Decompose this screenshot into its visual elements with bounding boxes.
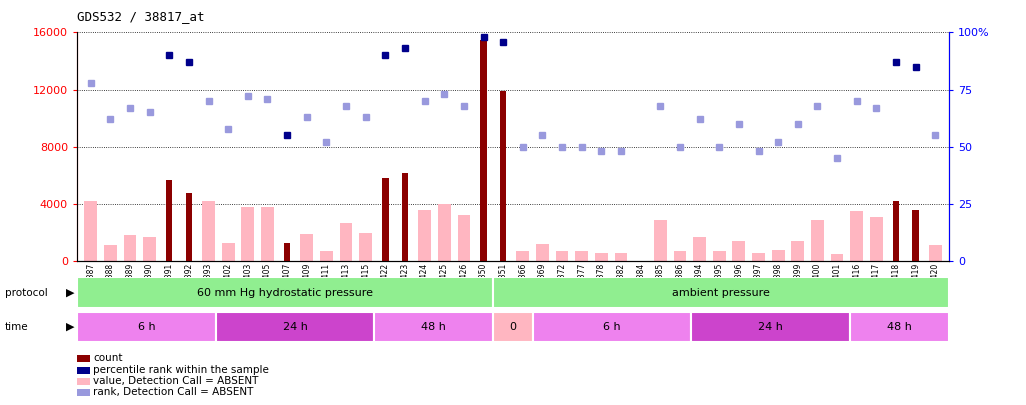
Bar: [374, 312, 494, 342]
Bar: [713, 251, 725, 261]
Bar: [654, 220, 667, 261]
Bar: [850, 312, 949, 342]
Bar: [241, 207, 254, 261]
Bar: [516, 251, 529, 261]
Bar: [419, 210, 431, 261]
Text: ambient pressure: ambient pressure: [672, 288, 771, 298]
Text: protocol: protocol: [5, 288, 48, 298]
Bar: [340, 223, 352, 261]
Text: 48 h: 48 h: [887, 322, 912, 332]
Bar: [692, 312, 850, 342]
Bar: [186, 193, 192, 261]
Text: 6 h: 6 h: [603, 322, 621, 332]
Text: count: count: [93, 354, 123, 363]
Bar: [359, 232, 372, 261]
Bar: [576, 251, 588, 261]
Bar: [532, 312, 692, 342]
Bar: [494, 277, 949, 308]
Bar: [402, 173, 408, 261]
Bar: [261, 207, 274, 261]
Text: rank, Detection Call = ABSENT: rank, Detection Call = ABSENT: [93, 388, 253, 397]
Bar: [851, 211, 863, 261]
Bar: [831, 254, 843, 261]
Bar: [494, 312, 532, 342]
Text: GDS532 / 38817_at: GDS532 / 38817_at: [77, 10, 204, 23]
Bar: [615, 253, 628, 261]
Text: 24 h: 24 h: [282, 322, 308, 332]
Text: percentile rank within the sample: percentile rank within the sample: [93, 365, 269, 375]
Bar: [77, 277, 494, 308]
Bar: [500, 91, 507, 261]
Bar: [438, 204, 450, 261]
Bar: [222, 243, 235, 261]
Bar: [752, 253, 765, 261]
Text: 60 mm Hg hydrostatic pressure: 60 mm Hg hydrostatic pressure: [197, 288, 373, 298]
Bar: [893, 201, 899, 261]
Text: 0: 0: [510, 322, 516, 332]
Text: ▶: ▶: [66, 322, 74, 332]
Bar: [458, 215, 470, 261]
Bar: [733, 241, 745, 261]
Bar: [77, 312, 215, 342]
Bar: [694, 237, 706, 261]
Bar: [284, 243, 290, 261]
Bar: [556, 251, 568, 261]
Bar: [870, 217, 882, 261]
Bar: [812, 220, 824, 261]
Bar: [320, 251, 332, 261]
Bar: [595, 253, 607, 261]
Text: value, Detection Call = ABSENT: value, Detection Call = ABSENT: [93, 376, 259, 386]
Text: 6 h: 6 h: [137, 322, 155, 332]
Text: 24 h: 24 h: [758, 322, 783, 332]
Text: ▶: ▶: [66, 288, 74, 298]
Bar: [301, 234, 313, 261]
Bar: [84, 201, 97, 261]
Bar: [104, 245, 117, 261]
Bar: [929, 245, 942, 261]
Bar: [144, 237, 156, 261]
Bar: [772, 250, 785, 261]
Bar: [215, 312, 374, 342]
Bar: [536, 244, 549, 261]
Bar: [674, 251, 686, 261]
Bar: [382, 178, 389, 261]
Bar: [123, 235, 136, 261]
Bar: [912, 210, 919, 261]
Bar: [791, 241, 804, 261]
Text: 48 h: 48 h: [422, 322, 446, 332]
Text: time: time: [5, 322, 29, 332]
Bar: [202, 201, 214, 261]
Bar: [166, 180, 172, 261]
Bar: [480, 40, 486, 261]
